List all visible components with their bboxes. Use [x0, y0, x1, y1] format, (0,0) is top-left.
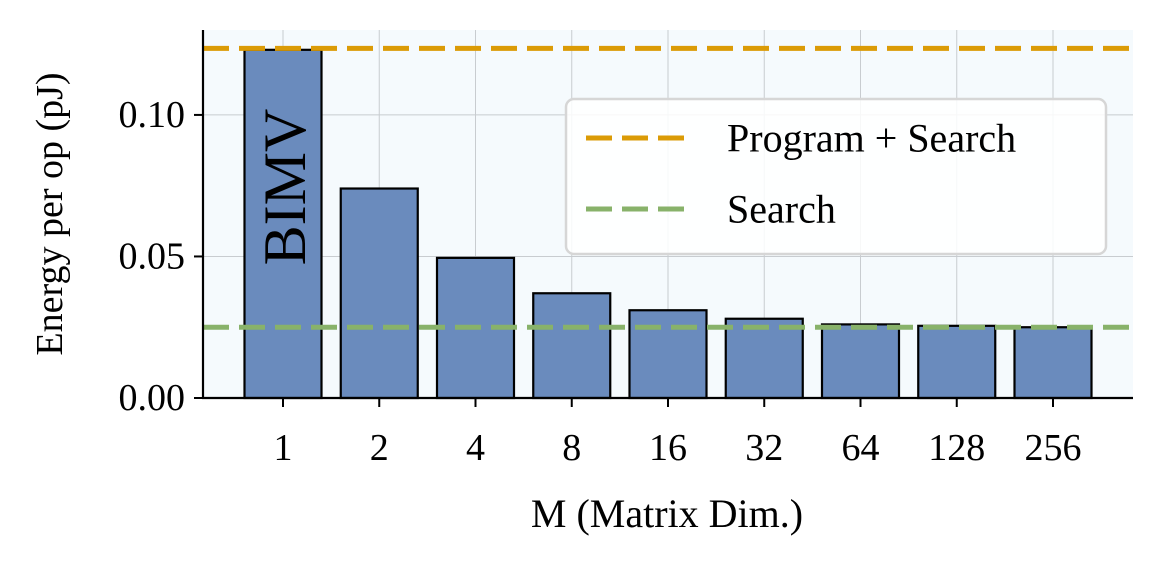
bar-256	[1013, 326, 1093, 400]
x-ticks: 1 2 4 8 16 32 64 128 256	[274, 398, 1082, 469]
bar-32	[724, 317, 804, 400]
bar-annotation-bimv: BIMV	[252, 109, 318, 266]
bar-16	[628, 309, 708, 400]
x-tick-label: 1	[274, 427, 293, 469]
x-tick-label: 128	[928, 427, 985, 469]
bar-64	[820, 323, 901, 400]
y-tick-label: 0.10	[119, 94, 186, 136]
y-axis-label: Energy per op (pJ)	[29, 72, 71, 355]
legend-label-search: Search	[727, 187, 836, 232]
legend: Program + Search Search	[564, 97, 1108, 256]
y-tick-label: 0.05	[119, 235, 186, 277]
bar-128	[917, 324, 997, 400]
x-tick-label: 4	[466, 427, 485, 469]
bar-2	[339, 187, 419, 400]
bar-8	[532, 292, 612, 400]
x-tick-label: 2	[370, 427, 389, 469]
y-ticks: 0.00 0.05 0.10	[119, 94, 203, 419]
bars	[243, 48, 1093, 400]
x-axis-label: M (Matrix Dim.)	[531, 491, 803, 536]
y-tick-label: 0.00	[119, 377, 186, 419]
x-tick-label: 32	[745, 427, 783, 469]
reference-lines	[203, 45, 1133, 330]
bar-1	[243, 48, 323, 400]
x-tick-label: 256	[1025, 427, 1082, 469]
x-tick-label: 16	[649, 427, 687, 469]
legend-box	[564, 97, 1108, 256]
legend-label-program-search: Program + Search	[727, 116, 1016, 161]
x-tick-label: 64	[842, 427, 880, 469]
x-tick-label: 8	[562, 427, 581, 469]
